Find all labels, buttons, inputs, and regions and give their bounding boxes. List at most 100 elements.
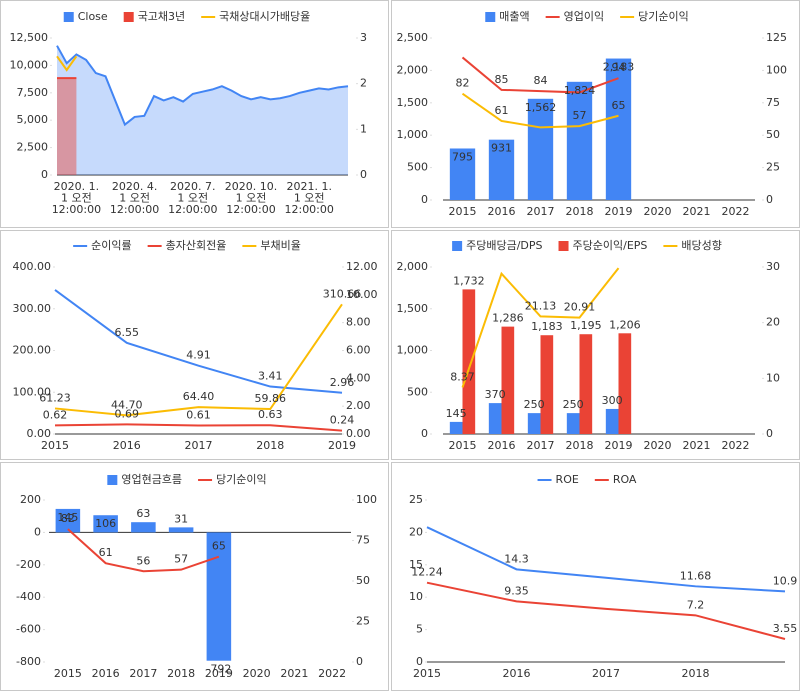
y2-tick-label: 75 — [766, 96, 780, 109]
x-tick-label: 2018 — [682, 667, 710, 680]
data-label: 59.86 — [255, 392, 287, 405]
x-tick-label: 2018 — [167, 667, 195, 680]
y-tick-label: 12,500 — [10, 31, 49, 44]
x-tick-label: 2020 — [644, 205, 672, 218]
bar — [131, 522, 156, 533]
y-tick-label: 20 — [409, 525, 423, 538]
y2-tick-label: 2 — [360, 77, 367, 90]
y-tick-label: 500 — [407, 385, 428, 398]
y2-tick-label: 3 — [360, 31, 367, 44]
y-tick-label: 10 — [409, 590, 423, 603]
panel — [0, 230, 389, 460]
legend-label: 매출액 — [499, 10, 529, 23]
series-line — [461, 56, 619, 94]
bar — [206, 532, 232, 661]
y-tick-label: 0 — [416, 655, 423, 668]
data-label: 61 — [99, 546, 113, 559]
x-tick-label: 2016 — [92, 667, 120, 680]
data-label: 3.55 — [773, 622, 798, 635]
bar — [462, 289, 476, 434]
legend-label: 주당순이익/EPS — [573, 239, 648, 252]
series-line — [67, 528, 220, 573]
legend-label: Close — [78, 10, 108, 23]
data-label: 3.41 — [258, 370, 283, 383]
legend-label: 영업이익 — [564, 10, 604, 23]
y2-tick-label: 0.00 — [346, 427, 371, 440]
bar — [449, 421, 463, 434]
y-tick-label: 0 — [421, 427, 428, 440]
data-label: 57 — [174, 553, 188, 566]
legend-label: 국고채3년 — [138, 10, 185, 23]
x-tick-label: 2020 — [644, 439, 672, 452]
data-label: 1,206 — [609, 318, 641, 331]
bar — [488, 139, 515, 200]
y-tick-label: 2,500 — [397, 31, 429, 44]
data-label: 84 — [534, 74, 548, 87]
data-label: 0.69 — [115, 407, 140, 420]
data-label: 0.24 — [330, 414, 355, 427]
data-label: 795 — [452, 150, 473, 163]
legend-swatch — [558, 241, 569, 251]
x-tick-label: 2015 — [41, 439, 69, 452]
data-label: 2,183 — [603, 61, 635, 74]
data-label: 65 — [612, 99, 626, 112]
data-label: 61.23 — [39, 391, 71, 404]
panel — [0, 0, 389, 228]
series-line — [54, 423, 343, 432]
data-label: 56 — [136, 554, 150, 567]
y-tick-label: 5,000 — [17, 113, 49, 126]
x-tick-label: 2020. 1. 1 오전 12:00:00 — [52, 180, 101, 216]
y2-tick-label: 25 — [356, 615, 370, 628]
legend-label: 총자산회전율 — [166, 239, 227, 252]
data-label: 94 — [612, 61, 626, 74]
y2-tick-label: 12.00 — [346, 260, 378, 273]
y2-tick-label: 4.00 — [346, 371, 371, 384]
bar — [449, 148, 476, 200]
panel — [0, 462, 389, 691]
y2-tick-label: 0 — [766, 427, 773, 440]
x-tick-label: 2020. 7. 1 오전 12:00:00 — [168, 180, 217, 216]
y2-tick-label: 75 — [356, 534, 370, 547]
x-tick-label: 2020. 10. 1 오전 12:00:00 — [225, 180, 277, 216]
x-tick-label: 2020. 4. 1 오전 12:00:00 — [110, 180, 159, 216]
y2-tick-label: 10 — [766, 371, 780, 384]
x-tick-label: 2019 — [605, 205, 633, 218]
data-label: 82 — [456, 77, 470, 90]
x-tick-label: 2019 — [205, 667, 233, 680]
y-tick-label: 500 — [407, 161, 428, 174]
series-line — [54, 303, 343, 417]
y-tick-label: -600 — [16, 623, 41, 636]
legend-label: 당기순이익 — [216, 473, 267, 486]
y2-tick-label: 0 — [356, 655, 363, 668]
data-label: 2.96 — [330, 376, 355, 389]
data-label: 65 — [212, 540, 226, 553]
y-tick-label: 25 — [409, 493, 423, 506]
y-tick-label: -200 — [16, 558, 41, 571]
y-tick-label: -400 — [16, 590, 41, 603]
legend-label: 영업현금흐름 — [121, 473, 182, 486]
x-tick-label: 2016 — [113, 439, 141, 452]
data-label: 1,183 — [531, 320, 563, 333]
x-tick-label: 2021 — [280, 667, 308, 680]
legend-label: ROA — [613, 473, 637, 486]
legend-swatch — [485, 12, 496, 22]
y2-tick-label: 2.00 — [346, 399, 371, 412]
x-tick-label: 2016 — [488, 205, 516, 218]
data-label: 1,562 — [525, 101, 557, 114]
bar — [527, 98, 554, 200]
data-label: 7.2 — [687, 598, 705, 611]
y-tick-label: 100.00 — [13, 385, 52, 398]
y-tick-label: 2,500 — [17, 141, 49, 154]
y2-tick-label: 25 — [766, 161, 780, 174]
data-label: 11.68 — [680, 569, 712, 582]
series-line — [56, 45, 349, 127]
data-label: 145 — [446, 407, 467, 420]
bar — [605, 58, 632, 201]
series-line — [56, 55, 78, 72]
y-tick-label: 200.00 — [13, 344, 52, 357]
x-tick-label: 2018 — [256, 439, 284, 452]
y-tick-label: -800 — [16, 655, 41, 668]
x-tick-label: 2015 — [54, 667, 82, 680]
x-tick-label: 2021. 1. 1 오전 12:00:00 — [284, 180, 333, 216]
data-label: 0.63 — [258, 408, 283, 421]
